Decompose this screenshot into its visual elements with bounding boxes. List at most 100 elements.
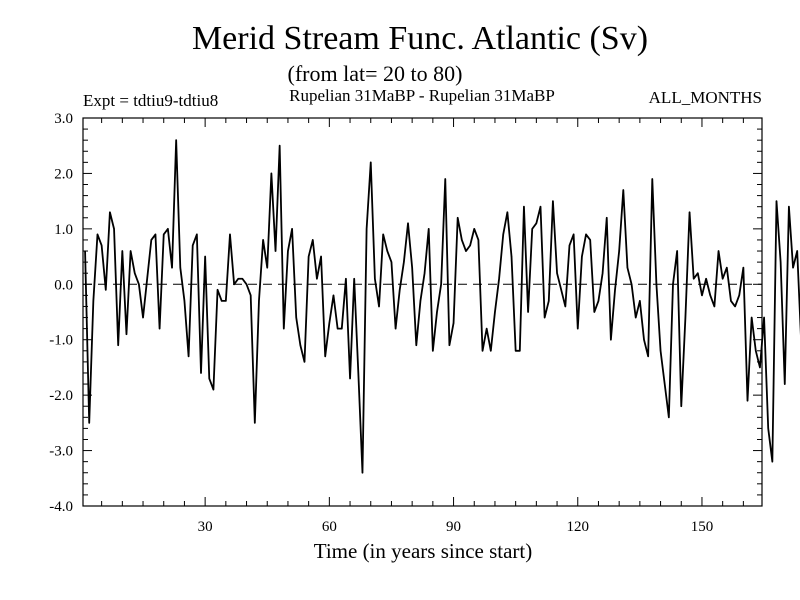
data-point	[647, 355, 649, 357]
y-tick-label: -2.0	[49, 388, 73, 404]
data-point	[266, 267, 268, 269]
data-point	[477, 239, 479, 241]
data-point	[581, 255, 583, 258]
data-point	[320, 255, 322, 258]
data-point	[535, 222, 537, 224]
data-point	[291, 228, 293, 230]
data-point	[767, 427, 769, 429]
chart-title: Merid Stream Func. Atlantic (Sv)	[192, 20, 648, 57]
data-point	[746, 400, 749, 402]
data-point	[738, 294, 740, 296]
data-point	[258, 300, 260, 302]
data-point	[618, 250, 620, 252]
data-point	[593, 311, 595, 313]
data-point	[308, 255, 310, 258]
data-point	[452, 322, 455, 324]
data-point	[187, 355, 190, 357]
expt-label: Expt = tdtiu9-tdtiu8	[83, 91, 218, 110]
data-point	[250, 294, 252, 296]
data-point	[324, 355, 326, 357]
data-point	[303, 361, 306, 363]
data-point	[502, 233, 504, 235]
data-point	[515, 350, 517, 352]
data-point	[792, 267, 794, 269]
data-point	[457, 217, 459, 219]
data-point	[337, 328, 339, 330]
data-point	[473, 228, 475, 230]
data-point	[780, 261, 782, 263]
data-point	[668, 416, 670, 418]
data-point	[419, 300, 422, 302]
data-point	[349, 377, 351, 380]
data-point	[312, 239, 314, 241]
data-point	[200, 372, 202, 374]
data-point	[88, 422, 90, 424]
data-point	[101, 244, 103, 247]
data-point	[742, 267, 744, 269]
data-point	[693, 278, 695, 280]
x-axis-label: Time (in years since start)	[314, 539, 533, 563]
data-point	[659, 350, 662, 352]
data-points	[84, 139, 798, 474]
data-point	[469, 244, 471, 247]
data-point	[279, 145, 281, 147]
data-point	[345, 278, 347, 280]
data-point	[208, 377, 210, 380]
data-point	[734, 305, 736, 308]
data-point	[564, 305, 566, 308]
data-point	[130, 250, 132, 252]
data-point	[423, 272, 426, 274]
data-point	[154, 233, 157, 235]
data-point	[651, 178, 653, 180]
data-point	[229, 233, 231, 235]
data-point	[171, 267, 173, 269]
data-point	[183, 300, 186, 302]
data-point	[548, 300, 550, 302]
data-point	[552, 200, 554, 202]
data-point	[105, 289, 107, 291]
data-point	[142, 316, 144, 319]
data-point	[295, 316, 297, 319]
data-point	[701, 294, 703, 296]
data-point	[531, 228, 533, 230]
period-label: ALL_MONTHS	[649, 88, 762, 107]
plot-frame	[82, 117, 763, 507]
data-point	[544, 316, 546, 319]
data-point	[622, 189, 624, 191]
data-point	[204, 255, 206, 258]
data-point	[283, 328, 285, 330]
data-point	[146, 278, 148, 280]
data-point	[630, 283, 633, 285]
data-point	[192, 244, 194, 247]
data-point	[705, 278, 707, 280]
data-point	[328, 322, 330, 324]
data-point	[506, 211, 508, 213]
data-point	[494, 311, 496, 313]
data-point	[390, 261, 393, 263]
data-point	[125, 333, 128, 335]
data-point	[589, 239, 591, 241]
data-point	[763, 316, 765, 319]
x-tick-label: 60	[322, 519, 337, 535]
data-point	[585, 233, 587, 235]
data-point	[316, 278, 318, 280]
data-point	[167, 228, 169, 230]
series-line	[84, 139, 800, 474]
data-point	[366, 228, 368, 230]
data-point	[573, 233, 575, 235]
data-point	[428, 228, 430, 230]
data-point	[606, 217, 608, 219]
data-point	[444, 178, 446, 180]
data-point	[179, 267, 181, 269]
data-point	[357, 372, 359, 374]
axis-ticks	[83, 117, 762, 507]
data-point	[709, 294, 711, 296]
y-tick-label: 1.0	[54, 222, 73, 238]
data-point	[121, 250, 123, 252]
data-point	[233, 283, 235, 285]
y-tick-label: -4.0	[49, 499, 73, 515]
data-point	[225, 300, 227, 302]
data-point	[523, 206, 525, 208]
data-point	[490, 350, 492, 352]
